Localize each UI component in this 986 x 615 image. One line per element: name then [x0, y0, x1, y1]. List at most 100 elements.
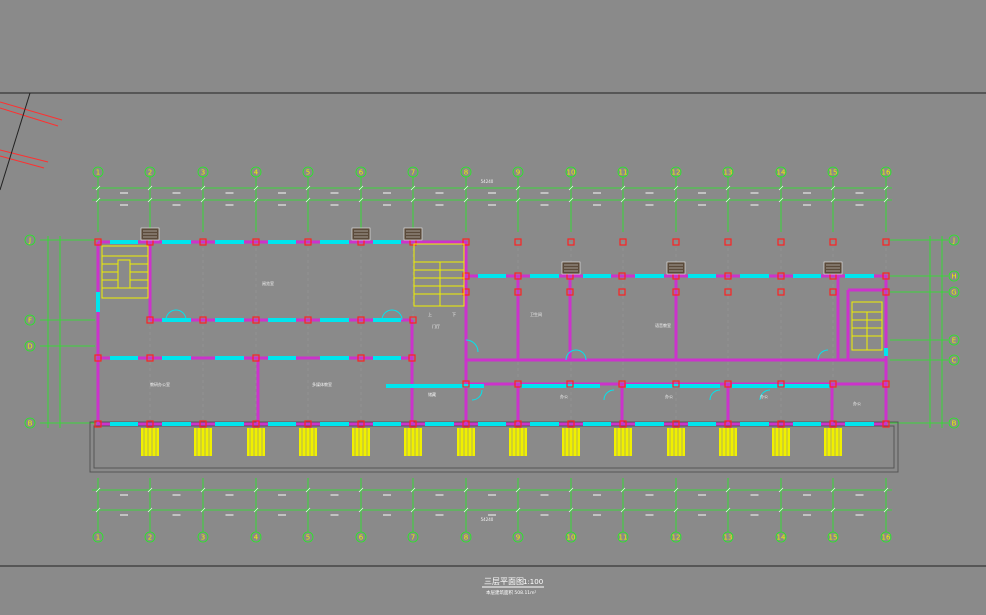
room-label-office-research: 教研办公室	[150, 381, 170, 387]
svg-text:1: 1	[96, 534, 100, 542]
axis-grid-lines	[40, 176, 948, 532]
axis-col-7-top: 7	[408, 167, 418, 177]
svg-text:3: 3	[201, 169, 205, 177]
svg-text:E: E	[952, 337, 956, 345]
room-label-office-1: 办公	[560, 393, 568, 399]
svg-text:J: J	[28, 237, 31, 245]
axis-col-16-bottom: 16	[881, 532, 891, 542]
svg-text:16: 16	[882, 534, 891, 542]
room-label-office-4: 办公	[853, 400, 861, 406]
axis-col-7-bottom: 7	[408, 532, 418, 542]
axis-col-10-top: 10	[566, 167, 576, 177]
svg-text:10: 10	[567, 534, 576, 542]
room-label-language: 语音教室	[655, 322, 671, 328]
axis-col-14-bottom: 14	[776, 532, 786, 542]
axis-row-J-left: J	[25, 235, 35, 245]
axis-col-14-top: 14	[776, 167, 786, 177]
axis-col-13-top: 13	[723, 167, 733, 177]
svg-text:D: D	[27, 343, 32, 351]
area-note: 本层建筑面积 508.11m²	[486, 589, 537, 596]
svg-text:J: J	[952, 237, 955, 245]
axis-col-15-top: 15	[828, 167, 838, 177]
svg-text:13: 13	[724, 534, 733, 542]
axis-labels-top: 1 2 3 4 5 6 7 8 9 10 11 12 13 14 15 16	[93, 167, 891, 177]
room-label-toilet: 卫生间	[530, 311, 542, 317]
axis-col-15-bottom: 15	[828, 532, 838, 542]
svg-text:2: 2	[148, 534, 152, 542]
svg-text:13: 13	[724, 169, 733, 177]
svg-text:4: 4	[254, 534, 259, 542]
svg-text:4: 4	[254, 169, 259, 177]
room-label-multimedia: 多媒体教室	[312, 381, 332, 387]
axis-col-2-bottom: 2	[145, 532, 155, 542]
axis-row-H-right: H	[949, 271, 959, 281]
svg-text:2: 2	[148, 169, 152, 177]
svg-text:12: 12	[672, 169, 681, 177]
axis-col-2-top: 2	[145, 167, 155, 177]
svg-text:5: 5	[306, 169, 310, 177]
svg-text:14: 14	[777, 169, 786, 177]
stair-right	[852, 302, 882, 350]
svg-text:1: 1	[96, 169, 100, 177]
svg-text:7: 7	[411, 534, 415, 542]
axis-col-3-top: 3	[198, 167, 208, 177]
room-label-lobby: 门厅	[432, 323, 440, 329]
axis-col-11-top: 11	[618, 167, 628, 177]
svg-text:B: B	[28, 420, 33, 428]
room-label-storage: 储藏	[428, 391, 436, 397]
axis-col-4-top: 4	[251, 167, 261, 177]
site-boundary-lines	[0, 93, 62, 190]
total-dimension-bottom: 54240	[481, 517, 494, 522]
axis-row-B-right: B	[949, 418, 959, 428]
axis-row-B-left: B	[25, 418, 35, 428]
axis-row-F-left: F	[25, 315, 35, 325]
axis-col-1-bottom: 1	[93, 532, 103, 542]
svg-text:G: G	[951, 289, 956, 297]
axis-col-8-top: 8	[461, 167, 471, 177]
stair-middle	[414, 244, 464, 306]
svg-text:3: 3	[201, 534, 205, 542]
svg-text:15: 15	[829, 169, 838, 177]
structural-columns	[95, 239, 889, 427]
svg-text:H: H	[951, 273, 956, 281]
axis-col-8-bottom: 8	[461, 532, 471, 542]
drawing-title: 三层平面图	[484, 577, 524, 586]
svg-text:B: B	[952, 420, 957, 428]
balcony-rails	[141, 428, 842, 456]
svg-text:16: 16	[882, 169, 891, 177]
svg-text:7: 7	[411, 169, 415, 177]
axis-col-9-top: 9	[513, 167, 523, 177]
axis-col-3-bottom: 3	[198, 532, 208, 542]
axis-col-12-bottom: 12	[671, 532, 681, 542]
room-label-reading: 阅览室	[262, 280, 274, 286]
drawing-scale: 1:100	[523, 578, 543, 586]
svg-text:C: C	[952, 357, 957, 365]
axis-row-E-right: E	[949, 335, 959, 345]
svg-text:14: 14	[777, 534, 786, 542]
svg-text:11: 11	[619, 534, 628, 542]
axis-labels-bottom: 1 2 3 4 5 6 7 8 9 10 11 12 13 14 15 16	[93, 532, 891, 542]
svg-text:10: 10	[567, 169, 576, 177]
axis-row-G-right: G	[949, 287, 959, 297]
svg-text:F: F	[28, 317, 32, 325]
axis-col-11-bottom: 11	[618, 532, 628, 542]
svg-text:12: 12	[672, 534, 681, 542]
room-label-office-3: 办公	[760, 393, 768, 399]
axis-col-6-bottom: 6	[356, 532, 366, 542]
svg-text:6: 6	[359, 534, 364, 542]
axis-labels-left: J F D B	[25, 235, 35, 428]
axis-col-5-bottom: 5	[303, 532, 313, 542]
svg-text:8: 8	[464, 169, 468, 177]
axis-col-5-top: 5	[303, 167, 313, 177]
stair-label-down: 下	[452, 312, 456, 317]
axis-row-D-left: D	[25, 341, 35, 351]
axis-col-1-top: 1	[93, 167, 103, 177]
svg-text:5: 5	[306, 534, 310, 542]
axis-col-10-bottom: 10	[566, 532, 576, 542]
axis-col-16-top: 16	[881, 167, 891, 177]
axis-labels-right: J HG E C B	[949, 235, 959, 428]
dimension-lines	[48, 186, 942, 515]
svg-text:15: 15	[829, 534, 838, 542]
axis-col-9-bottom: 9	[513, 532, 523, 542]
